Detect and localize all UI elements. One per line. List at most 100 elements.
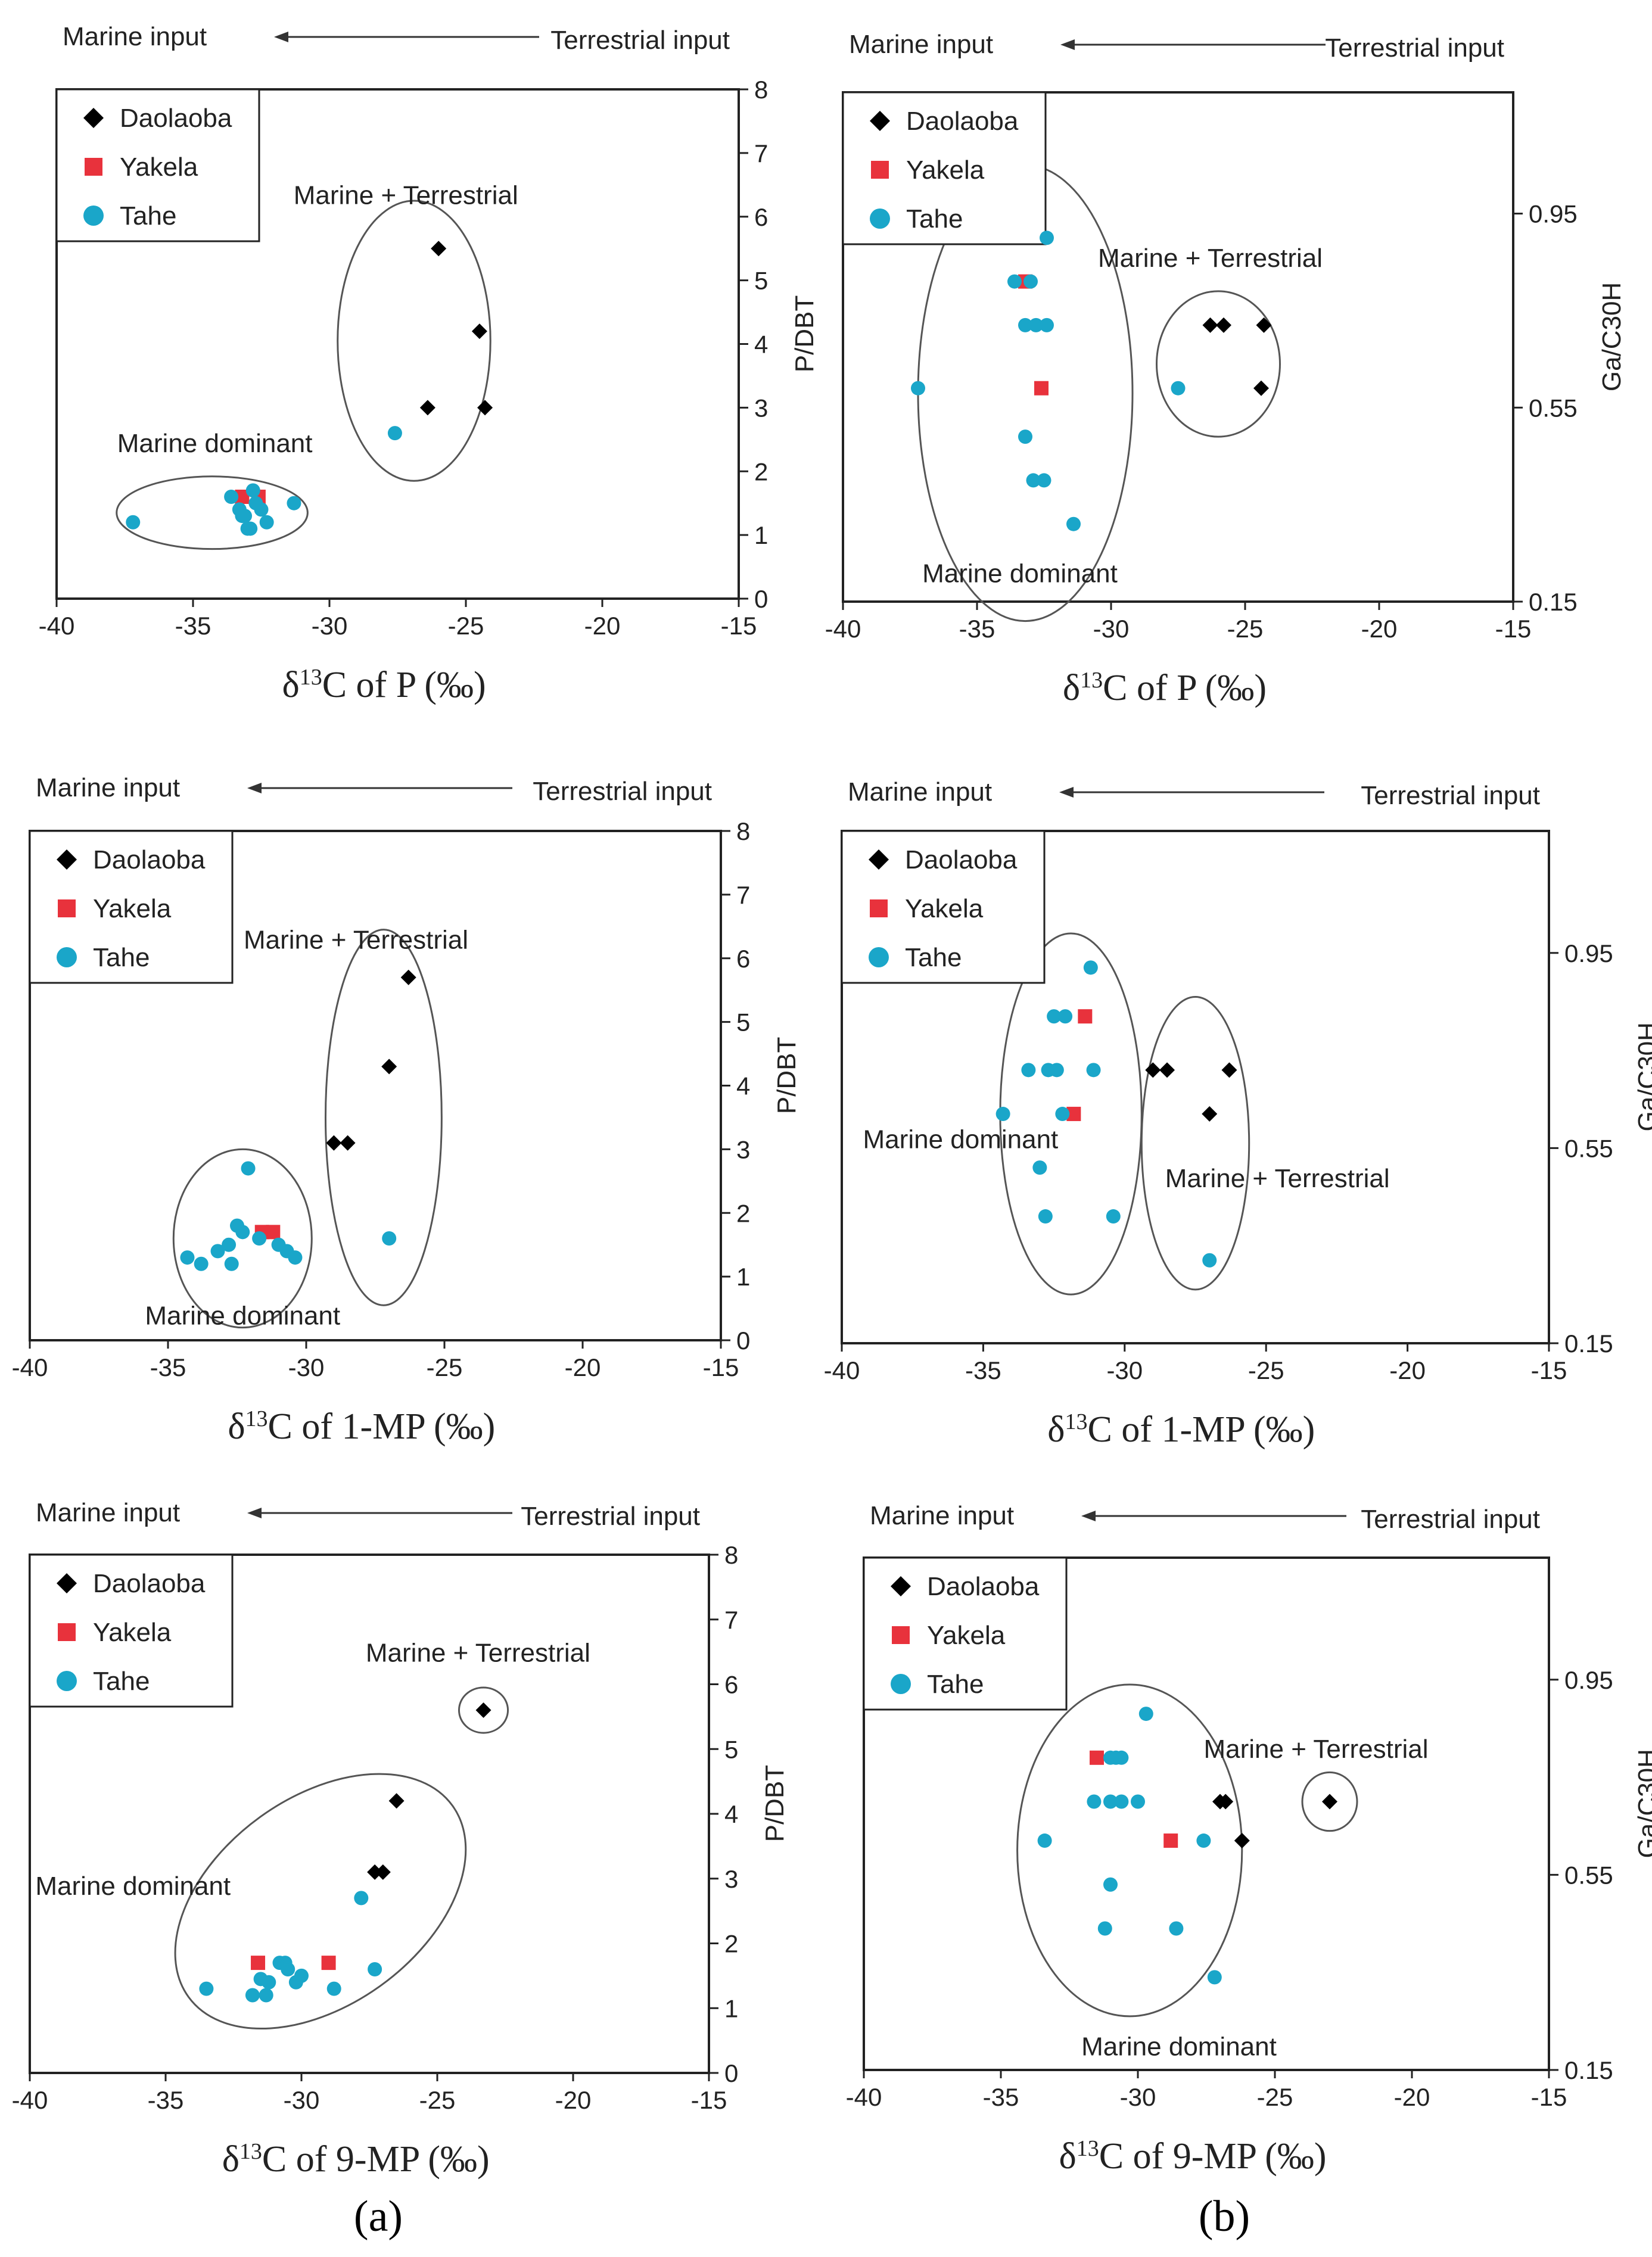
plot-frame: [841, 830, 1550, 1344]
point-tahe: [243, 521, 258, 536]
input-arrow-head: [247, 1508, 262, 1518]
y-tick-label: 6: [724, 1671, 738, 1699]
point-tahe: [354, 1891, 369, 1906]
arrow-right-label: Terrestrial input: [1325, 33, 1504, 63]
group-annotation: Marine dominant: [145, 1301, 340, 1330]
group-annotation: Marine + Terrestrial: [366, 1638, 590, 1667]
y-tick-label: 6: [736, 945, 750, 973]
legend-marker-yakela: [892, 1626, 910, 1644]
legend-marker-tahe: [83, 206, 104, 226]
arrow-right-label: Terrestrial input: [1361, 1505, 1540, 1534]
y-tick-label: 0.55: [1529, 394, 1578, 422]
y-tick-label: 2: [736, 1199, 750, 1227]
y-tick-label: 4: [736, 1072, 750, 1100]
point-daolaoba: [367, 1864, 383, 1880]
point-tahe: [1026, 473, 1041, 488]
point-tahe: [259, 1988, 273, 2003]
point-daolaoba: [419, 400, 435, 416]
point-daolaoba: [375, 1864, 391, 1880]
x-tick-label: -25: [448, 612, 484, 640]
x-tick-label: -15: [1531, 2083, 1567, 2111]
y-axis-label: Ga/C30H: [1597, 282, 1626, 391]
point-yakela: [1090, 1750, 1104, 1765]
point-tahe: [1106, 1209, 1121, 1224]
x-tick-label: -30: [284, 2086, 320, 2114]
y-tick-label: 0.95: [1564, 939, 1613, 967]
chart-b2: Marine input Terrestrial input -40 -35 -30 -2…: [824, 777, 1652, 1450]
y-tick-label: 0.15: [1564, 1330, 1613, 1358]
point-daolaoba: [388, 1793, 405, 1809]
point-daolaoba: [1256, 317, 1272, 333]
chart-b3: Marine input Terrestrial input -40 -35 -30 -2…: [846, 1501, 1652, 2177]
legend-label: Yakela: [93, 894, 172, 923]
point-daolaoba: [1322, 1794, 1337, 1810]
point-daolaoba: [1221, 1062, 1237, 1078]
point-tahe: [281, 1962, 295, 1976]
x-tick-label: -40: [12, 2086, 48, 2114]
y-tick-label: 8: [754, 76, 768, 104]
point-daolaoba: [431, 241, 447, 257]
x-tick-label: -25: [427, 1353, 463, 1381]
point-tahe: [1131, 1794, 1145, 1809]
legend-label: Tahe: [93, 943, 150, 972]
point-tahe: [1021, 1063, 1036, 1078]
point-tahe: [382, 1231, 397, 1246]
point-tahe: [1037, 473, 1051, 488]
x-tick-label: -40: [824, 1356, 860, 1384]
legend-marker-tahe: [870, 208, 890, 229]
group-annotation: Marine dominant: [1081, 2032, 1277, 2061]
point-tahe: [126, 515, 141, 530]
y-tick-label: 7: [736, 881, 750, 909]
x-axis-title: δ13C of 1-MP (‰): [228, 1406, 495, 1447]
point-tahe: [245, 483, 260, 498]
point-tahe: [194, 1256, 209, 1271]
panel-label-a: (a): [354, 2192, 403, 2241]
x-tick-label: -15: [721, 612, 757, 640]
x-tick-label: -20: [1394, 2083, 1430, 2111]
arrow-right-label: Terrestrial input: [533, 777, 712, 806]
point-tahe: [1083, 960, 1098, 975]
point-tahe: [199, 1981, 214, 1996]
legend-label: Daolaoba: [120, 104, 232, 133]
group-annotation: Marine + Terrestrial: [1204, 1735, 1429, 1764]
point-tahe: [1029, 317, 1043, 332]
y-tick-label: 4: [724, 1800, 738, 1828]
y-tick-label: 0: [724, 2059, 738, 2087]
point-tahe: [1138, 1707, 1153, 1721]
legend-label: Yakela: [905, 894, 984, 923]
point-tahe: [1023, 274, 1038, 289]
point-tahe: [1018, 317, 1032, 332]
point-tahe: [288, 1250, 303, 1265]
chart-a3: Marine input Terrestrial input -40 -35 -30 -2…: [12, 1498, 789, 2180]
legend-marker-tahe: [57, 1671, 77, 1691]
point-daolaoba: [326, 1135, 342, 1151]
arrow-right-label: Terrestrial input: [550, 26, 730, 55]
y-tick-label: 8: [724, 1541, 738, 1569]
point-tahe: [1040, 317, 1054, 332]
group-annotation: Marine + Terrestrial: [1165, 1164, 1390, 1193]
arrow-left-label: Marine input: [848, 777, 992, 807]
y-tick-label: 6: [754, 203, 768, 231]
point-tahe: [1097, 1921, 1112, 1936]
y-axis-label: Ga/C30H: [1633, 1022, 1652, 1131]
group-ellipse: [174, 1773, 467, 2030]
legend-marker-daolaoba: [870, 111, 890, 131]
legend-label: Daolaoba: [93, 1569, 206, 1598]
input-arrow-head: [1060, 39, 1075, 50]
point-tahe: [1058, 1009, 1073, 1024]
group-ellipse: [1156, 290, 1281, 438]
x-tick-label: -30: [288, 1353, 325, 1381]
point-daolaoba: [400, 969, 416, 985]
point-daolaoba: [1202, 1106, 1218, 1122]
arrow-left-label: Marine input: [870, 1501, 1014, 1530]
point-tahe: [1055, 1107, 1070, 1122]
point-daolaoba: [471, 323, 487, 340]
legend-marker-yakela: [58, 899, 76, 917]
plot-frame: [863, 1556, 1550, 2071]
arrow-left-label: Marine input: [36, 773, 180, 802]
point-yakela: [1163, 1833, 1178, 1848]
arrow-right-label: Terrestrial input: [1361, 781, 1540, 810]
legend-marker-daolaoba: [869, 849, 889, 870]
x-tick-label: -20: [1389, 1356, 1426, 1384]
point-tahe: [224, 490, 239, 504]
